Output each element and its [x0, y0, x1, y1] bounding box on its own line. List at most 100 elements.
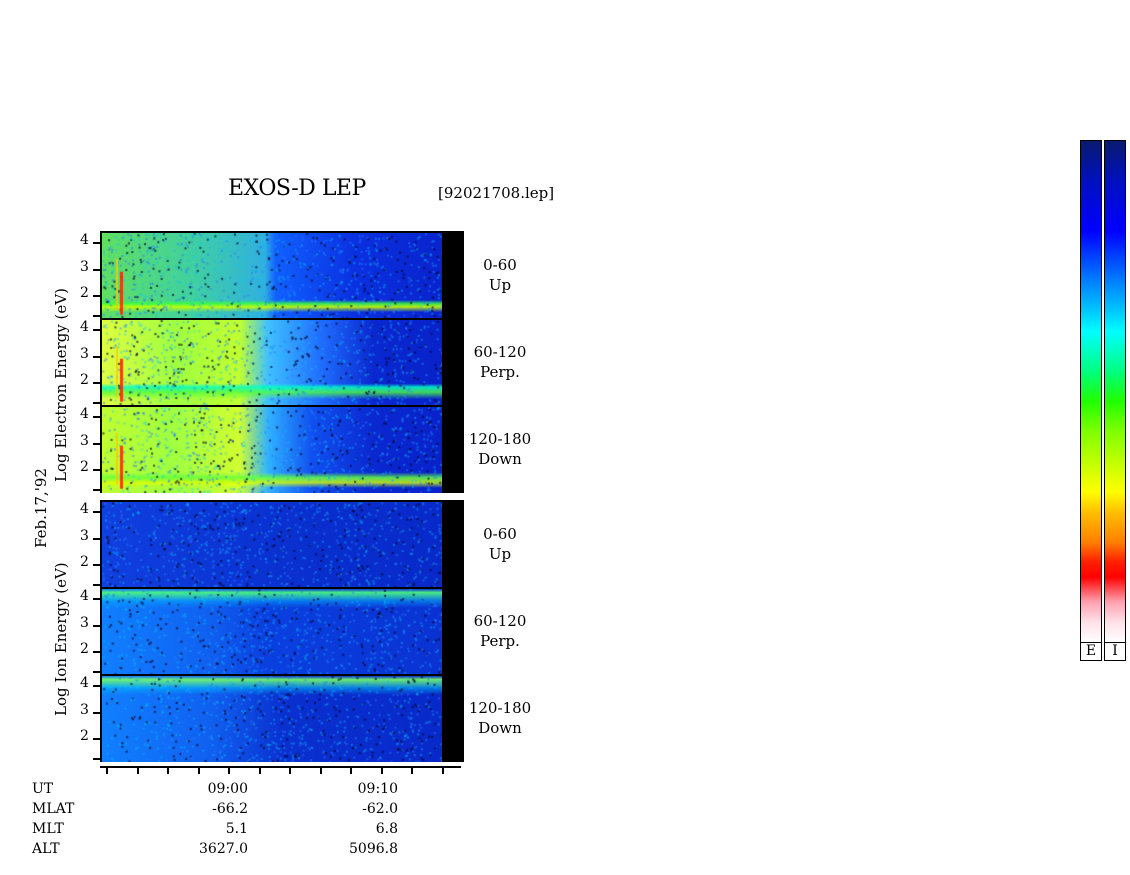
pitch-angle-direction: Perp.: [480, 632, 520, 650]
y-tick: [93, 671, 100, 673]
y-tick: [93, 489, 100, 491]
x-tick: [319, 767, 322, 774]
x-tick: [289, 767, 291, 774]
no-data-bar: [442, 502, 464, 588]
spectrogram-panel-3: [100, 405, 464, 493]
y-tick: [93, 416, 100, 419]
spectrogram-panel-5: [100, 587, 464, 675]
y-tick: [93, 685, 100, 688]
info-labels: UT MLAT MLT ALT: [32, 779, 74, 859]
y-tick-label: 3: [80, 614, 89, 631]
y-tick: [93, 315, 100, 317]
y-tick: [93, 242, 100, 245]
x-tick: [441, 767, 444, 774]
plot-title: EXOS-D LEP: [228, 176, 366, 201]
pitch-angle-range: 120-180: [468, 430, 532, 448]
y-tick-label: 4: [80, 675, 89, 692]
y-tick: [93, 402, 100, 404]
y-tick: [93, 295, 100, 298]
y-tick-label: 2: [80, 372, 89, 389]
no-data-bar: [442, 676, 464, 762]
spectrogram-panel-1: [100, 231, 464, 319]
y-tick-label: 2: [80, 459, 89, 476]
pitch-angle-direction: Down: [478, 450, 522, 468]
info-value-mlt-1: 5.1: [225, 821, 248, 837]
info-column-0900: 09:00 -66.2 5.1 3627.0: [180, 779, 248, 859]
info-value-mlat-1: -66.2: [212, 801, 248, 817]
pitch-angle-range: 60-120: [473, 612, 527, 630]
y-tick-label: 4: [80, 232, 89, 249]
info-label-mlt: MLT: [32, 821, 64, 837]
electron-axis-label: Log Electron Energy (eV): [52, 288, 70, 482]
y-tick-label: 2: [80, 554, 89, 571]
y-tick: [93, 442, 100, 445]
y-tick: [93, 598, 100, 601]
y-tick: [93, 651, 100, 654]
spectrogram-texture: [102, 589, 442, 675]
no-data-bar: [442, 589, 464, 675]
colorbar-ion: [1104, 140, 1126, 643]
info-label-mlat: MLAT: [32, 801, 75, 817]
x-tick: [380, 767, 383, 774]
x-tick: [350, 767, 352, 774]
spectrogram-panel-6: [100, 674, 464, 762]
info-value-alt-1: 3627.0: [199, 841, 248, 857]
y-tick: [93, 711, 100, 714]
y-tick-label: 2: [80, 285, 89, 302]
y-tick: [93, 564, 100, 567]
info-value-mlt-2: 6.8: [375, 821, 398, 837]
info-label-ut: UT: [32, 781, 54, 797]
spectrogram-texture: [102, 233, 442, 319]
info-label-alt: ALT: [32, 841, 60, 857]
time-axis-line: [100, 766, 461, 768]
pitch-angle-label: 60-120 Perp.: [460, 342, 540, 382]
x-tick: [197, 767, 200, 774]
y-tick: [93, 758, 100, 760]
pitch-angle-label: 0-60 Up: [460, 524, 540, 564]
info-column-0910: 09:10 -62.0 6.8 5096.8: [330, 779, 398, 859]
y-tick-label: 4: [80, 501, 89, 518]
spectrogram-texture: [102, 320, 442, 406]
y-tick-label: 2: [80, 641, 89, 658]
y-tick-label: 3: [80, 527, 89, 544]
y-tick-label: 3: [80, 258, 89, 275]
no-data-bar: [442, 233, 464, 319]
pitch-angle-label: 120-180 Down: [460, 429, 540, 469]
pitch-angle-label: 0-60 Up: [460, 255, 540, 295]
y-tick-label: 2: [80, 728, 89, 745]
colorbar-label-i: I: [1104, 642, 1126, 661]
info-value-ut-1: 09:00: [207, 781, 248, 797]
y-tick: [93, 511, 100, 514]
x-tick: [228, 767, 230, 774]
y-tick-label: 3: [80, 432, 89, 449]
pitch-angle-label: 120-180 Down: [460, 698, 540, 738]
y-tick-label: 4: [80, 588, 89, 605]
spectrogram-panel-4: [100, 500, 464, 588]
spectrogram-texture: [102, 502, 442, 588]
y-tick: [93, 624, 100, 627]
pitch-angle-range: 0-60: [483, 525, 517, 543]
y-tick: [93, 268, 100, 271]
pitch-angle-label: 60-120 Perp.: [460, 611, 540, 651]
date-label: Feb.17,'92: [32, 468, 50, 548]
spectrogram-texture: [102, 676, 442, 762]
spectrogram-texture: [102, 407, 442, 493]
y-tick-label: 3: [80, 345, 89, 362]
no-data-bar: [442, 407, 464, 493]
x-tick: [136, 767, 139, 774]
pitch-angle-range: 60-120: [473, 343, 527, 361]
pitch-angle-direction: Up: [488, 276, 512, 294]
x-tick: [167, 767, 169, 774]
y-tick-label: 4: [80, 406, 89, 423]
ion-axis-label: Log Ion Energy (eV): [52, 562, 70, 716]
file-label: [92021708.lep]: [438, 184, 555, 202]
pitch-angle-range: 120-180: [468, 699, 532, 717]
y-tick: [93, 537, 100, 540]
info-value-ut-2: 09:10: [357, 781, 398, 797]
y-tick-label: 3: [80, 701, 89, 718]
colorbar-label-e: E: [1080, 642, 1102, 661]
x-tick: [411, 767, 413, 774]
info-value-alt-2: 5096.8: [349, 841, 398, 857]
y-tick: [93, 382, 100, 385]
pitch-angle-direction: Up: [488, 545, 512, 563]
